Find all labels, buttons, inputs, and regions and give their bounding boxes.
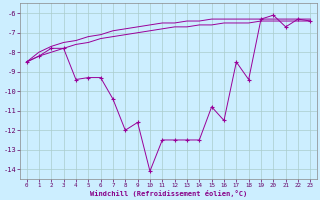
X-axis label: Windchill (Refroidissement éolien,°C): Windchill (Refroidissement éolien,°C)	[90, 190, 247, 197]
